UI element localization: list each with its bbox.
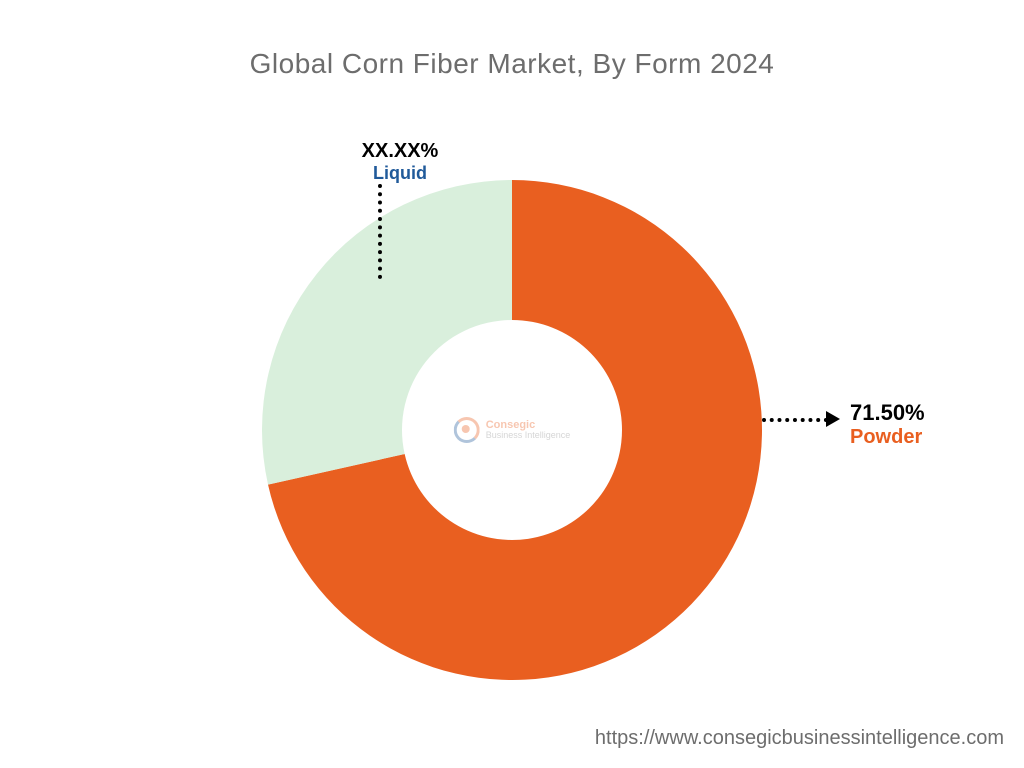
leader-line-powder xyxy=(762,418,828,422)
label-powder-name: Powder xyxy=(850,426,925,449)
chart-title: Global Corn Fiber Market, By Form 2024 xyxy=(0,48,1024,80)
label-powder: 71.50% Powder xyxy=(850,400,925,449)
label-liquid-name: Liquid xyxy=(330,163,470,184)
footer-url: https://www.consegicbusinessintelligence… xyxy=(595,727,1004,750)
label-liquid-percent: XX.XX% xyxy=(362,140,439,162)
leader-line-liquid xyxy=(378,184,382,279)
label-powder-percent: 71.50% xyxy=(850,400,925,425)
logo-mark-icon xyxy=(454,417,480,443)
arrowhead-icon xyxy=(826,411,840,427)
logo-subtext: Business Intelligence xyxy=(486,431,571,441)
logo-text: Consegic Business Intelligence xyxy=(486,419,571,441)
label-liquid: XX.XX% Liquid xyxy=(330,140,470,184)
watermark-logo: Consegic Business Intelligence xyxy=(454,417,571,443)
donut-chart: Consegic Business Intelligence xyxy=(262,180,762,680)
